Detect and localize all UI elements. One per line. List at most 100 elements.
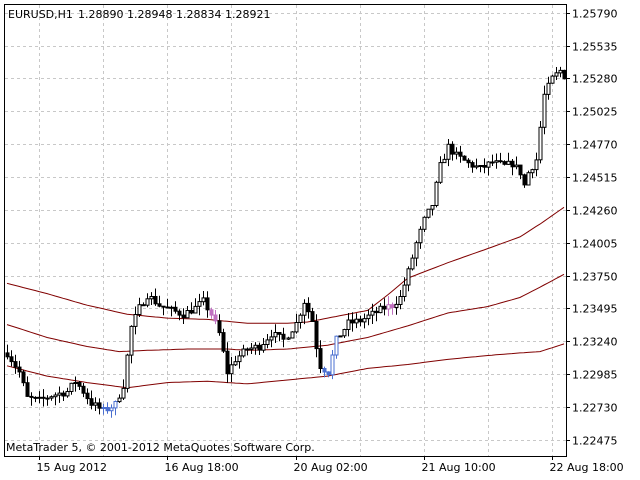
candle-body bbox=[410, 257, 415, 270]
candle bbox=[534, 152, 539, 177]
candle bbox=[113, 400, 118, 416]
candle-body bbox=[49, 396, 54, 399]
candle bbox=[446, 139, 451, 167]
candle-body bbox=[510, 160, 515, 168]
symbol-label: EURUSD,H1 bbox=[8, 8, 73, 21]
candle bbox=[53, 392, 58, 406]
candle bbox=[542, 85, 547, 135]
ohlc-values: 1.28890 1.28948 1.28834 1.28921 bbox=[78, 8, 270, 21]
candle bbox=[17, 360, 22, 378]
candle-body bbox=[25, 382, 30, 397]
copyright-notice: MetaTrader 5, © 2001-2012 MetaQuotes Sof… bbox=[6, 441, 315, 454]
candle-body bbox=[17, 366, 22, 373]
candle-body bbox=[518, 164, 523, 176]
candle-body bbox=[57, 392, 62, 396]
candle-body bbox=[558, 69, 563, 74]
candle-body bbox=[61, 392, 66, 397]
candle-body bbox=[562, 69, 567, 80]
candle-body bbox=[37, 396, 42, 399]
candle-body bbox=[346, 319, 351, 330]
candle bbox=[173, 301, 178, 314]
candle bbox=[550, 74, 555, 84]
candle-body bbox=[338, 335, 343, 338]
candle-body bbox=[5, 352, 10, 358]
candle-body bbox=[225, 350, 230, 375]
band-line-1 bbox=[6, 206, 565, 324]
candle bbox=[458, 145, 463, 163]
candle bbox=[286, 336, 291, 340]
candle-body bbox=[165, 306, 170, 309]
candle-body bbox=[81, 385, 86, 394]
grid bbox=[5, 5, 566, 456]
candle bbox=[502, 160, 507, 166]
candle bbox=[229, 356, 234, 382]
candle bbox=[133, 306, 138, 335]
candle-body bbox=[434, 181, 439, 207]
candle bbox=[334, 335, 339, 359]
candle-body bbox=[29, 395, 34, 398]
candle bbox=[201, 291, 206, 306]
candle bbox=[77, 381, 82, 390]
candle bbox=[109, 404, 114, 418]
candle-body bbox=[161, 305, 166, 308]
candle bbox=[530, 168, 535, 179]
candle bbox=[466, 158, 471, 168]
price-tick-label: 1.25280 bbox=[572, 73, 618, 86]
candle bbox=[510, 159, 515, 176]
candle bbox=[265, 334, 270, 349]
candle bbox=[294, 313, 299, 334]
candle bbox=[213, 310, 218, 325]
candle bbox=[450, 141, 455, 161]
candle-body bbox=[554, 72, 559, 77]
candle bbox=[257, 342, 262, 355]
candle-body bbox=[482, 165, 487, 168]
candle bbox=[89, 390, 94, 410]
candle-body bbox=[302, 302, 307, 316]
candle-body bbox=[253, 344, 258, 349]
candle-body bbox=[129, 325, 134, 356]
candle bbox=[197, 293, 202, 316]
candle-body bbox=[378, 305, 383, 314]
candle bbox=[245, 347, 250, 356]
price-tick-label: 1.25025 bbox=[572, 106, 618, 119]
candle bbox=[362, 313, 367, 329]
candle bbox=[402, 277, 407, 302]
candle bbox=[193, 298, 198, 314]
candle bbox=[241, 344, 246, 358]
candle bbox=[29, 392, 34, 406]
candle bbox=[498, 152, 503, 164]
candle bbox=[410, 254, 415, 271]
candle-body bbox=[414, 242, 419, 259]
candle-body bbox=[185, 310, 190, 319]
candle-body bbox=[233, 361, 238, 366]
candle bbox=[161, 305, 166, 316]
price-tick-label: 1.24770 bbox=[572, 139, 618, 152]
candle bbox=[205, 291, 210, 318]
time-tick-label: 16 Aug 18:00 bbox=[165, 461, 239, 474]
band-line-2 bbox=[6, 273, 565, 353]
candle-body bbox=[65, 391, 70, 397]
candle-body bbox=[474, 165, 479, 168]
candle-body bbox=[105, 407, 110, 412]
price-tick-label: 1.24260 bbox=[572, 205, 618, 218]
candle bbox=[9, 350, 14, 367]
candle bbox=[169, 305, 174, 317]
candle-body bbox=[546, 82, 551, 95]
candle-body bbox=[398, 296, 403, 305]
candle bbox=[237, 350, 242, 369]
candle bbox=[518, 164, 523, 180]
price-tick-label: 1.23495 bbox=[572, 303, 618, 316]
candle-body bbox=[213, 314, 218, 322]
candle-body bbox=[362, 318, 367, 323]
candle-body bbox=[209, 309, 214, 316]
candle-body bbox=[478, 165, 483, 167]
candle bbox=[310, 307, 315, 323]
candle bbox=[370, 303, 375, 324]
candle bbox=[322, 366, 327, 378]
candle-body bbox=[322, 368, 327, 373]
candle-body bbox=[149, 296, 154, 300]
candle bbox=[318, 340, 323, 374]
candle bbox=[442, 153, 447, 164]
candle-body bbox=[173, 306, 178, 312]
price-tick-label: 1.25790 bbox=[572, 8, 618, 21]
